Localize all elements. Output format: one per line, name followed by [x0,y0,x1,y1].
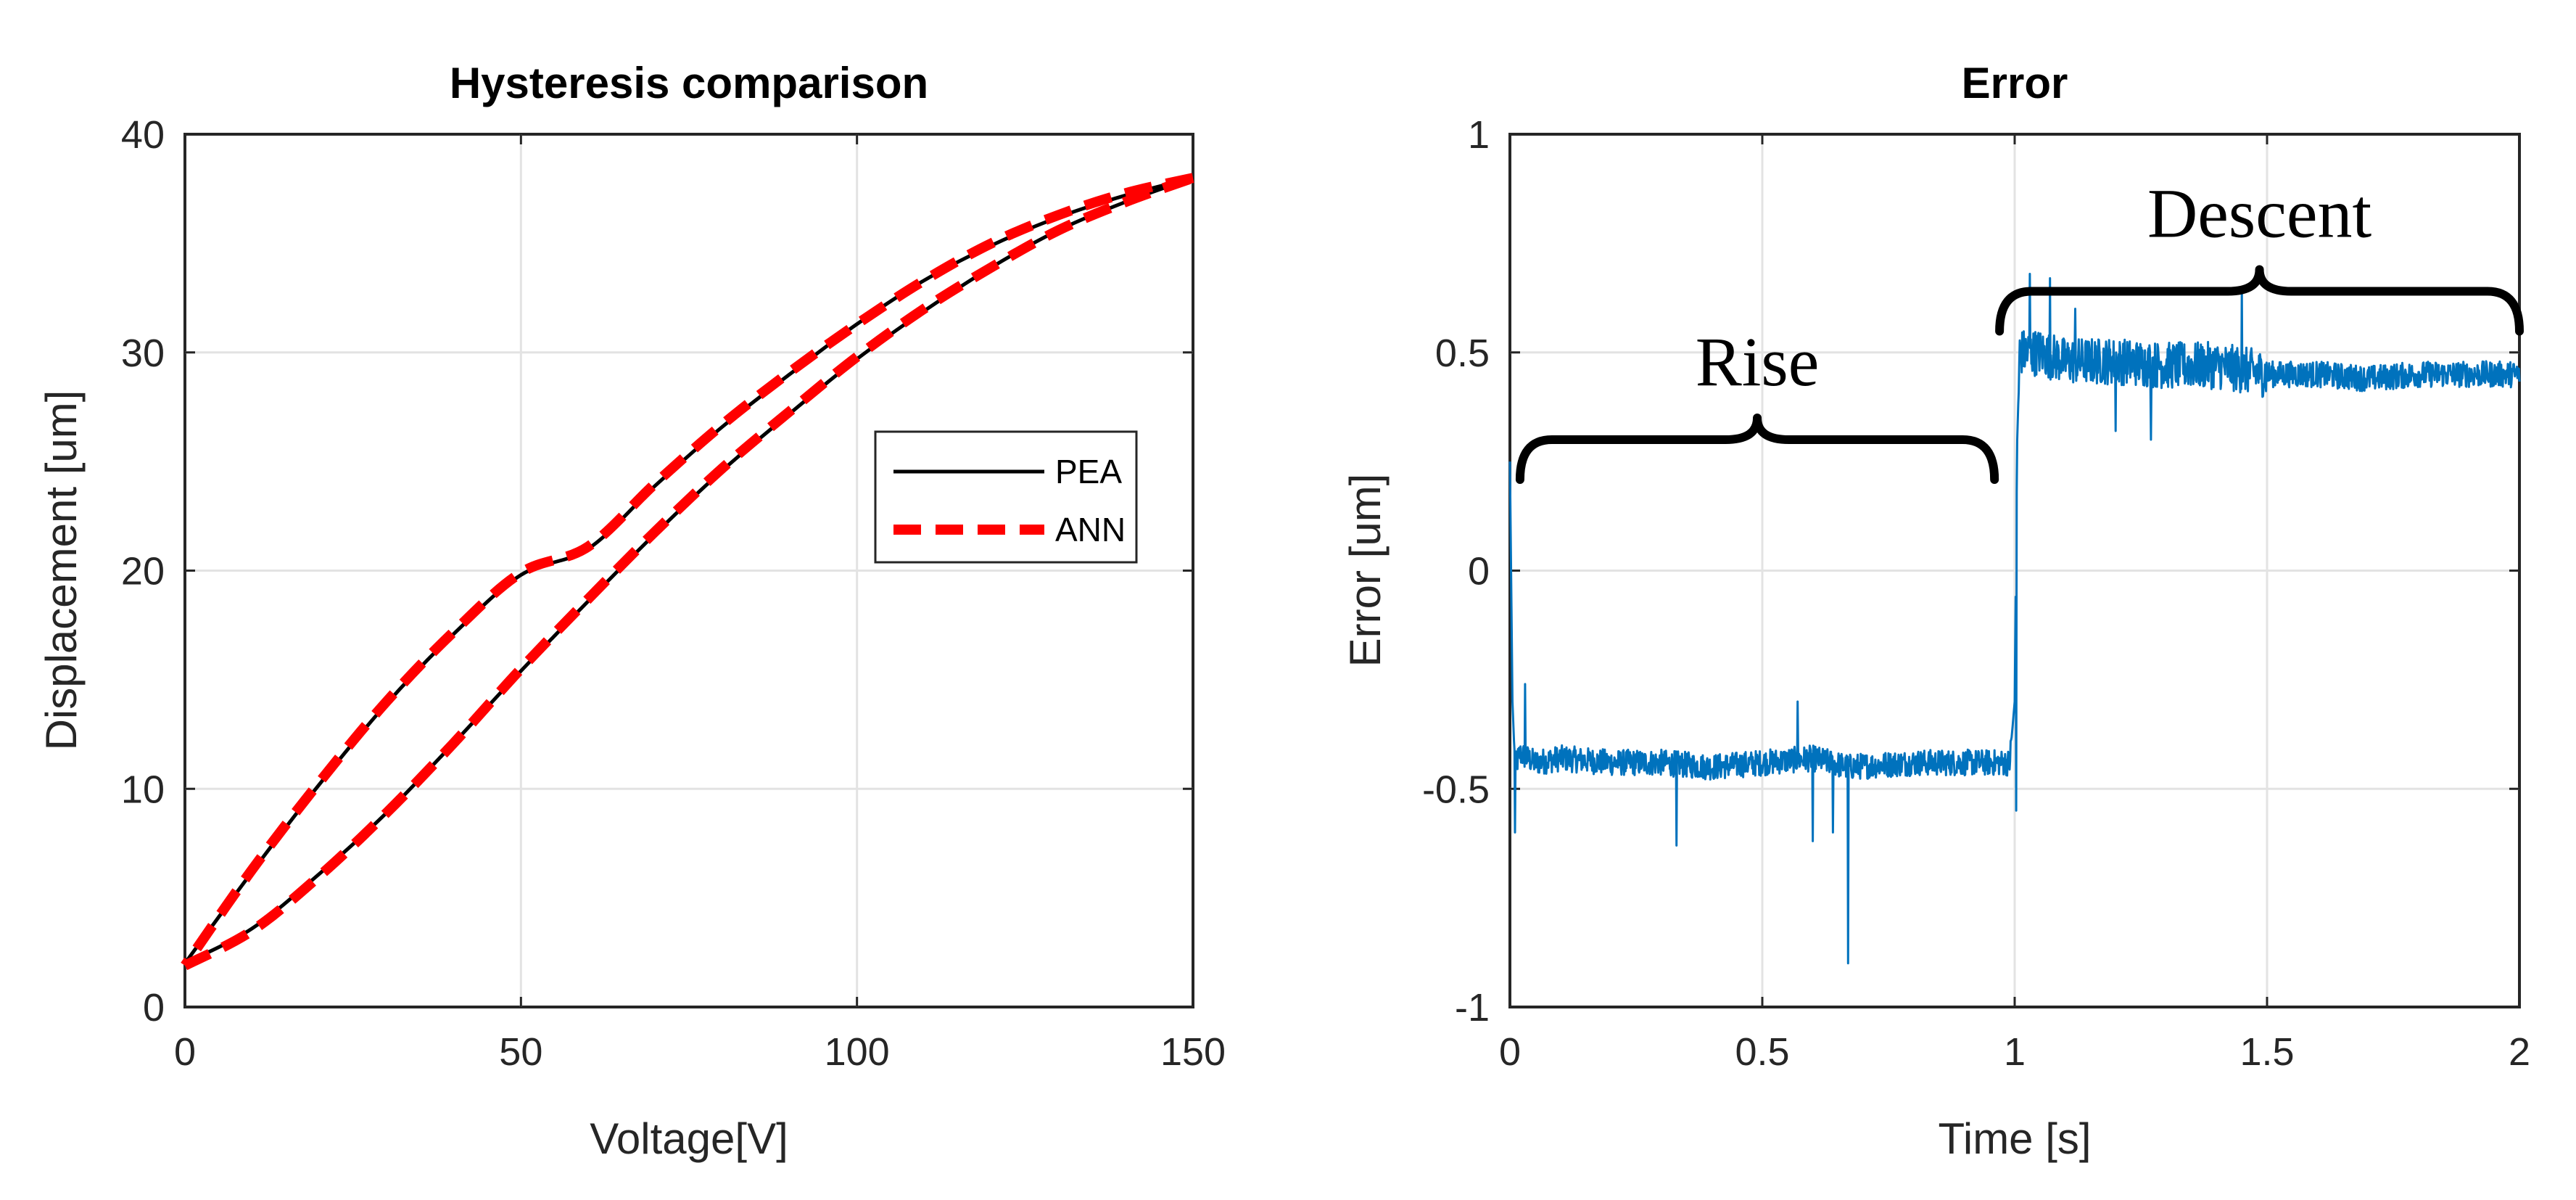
hysteresis-x-tick-label: 0 [174,1030,196,1074]
error-y-tick-label: 1 [1468,113,1490,157]
series-ann-descending [181,173,1194,969]
error-y-tick-label: -1 [1455,986,1490,1030]
error-x-axis-label: Time [s] [1938,1114,2091,1163]
hysteresis-chart: 0 50 100 150 0 10 20 30 40 Hysteresis comparison… [37,59,1226,1163]
hysteresis-y-tick-label: 10 [121,768,165,811]
descent-annotation: Descent [2147,175,2372,252]
hysteresis-title: Hysteresis comparison [450,59,928,107]
series-error [1508,273,2521,965]
hysteresis-y-tick-label: 40 [121,113,165,157]
error-y-axis-label: Error [um] [1341,474,1390,667]
error-x-tick-label: 1.5 [2239,1030,2294,1074]
error-x-tick-label: 2 [2509,1030,2530,1074]
error-chart: 0 0.5 1 1.5 2 -1 -0.5 0 0.5 1 Error Time [s] Erro… [1341,59,2530,1163]
legend-pea-label: PEA [1055,453,1122,490]
error-grid [1510,134,2519,1007]
hysteresis-ticks: 0 50 100 150 0 10 20 30 40 [121,113,1226,1074]
error-x-tick-label: 0 [1499,1030,1521,1074]
error-y-tick-label: 0.5 [1435,332,1490,375]
legend: PEA ANN [874,430,1138,564]
hysteresis-y-axis-label: Displacement [um] [37,390,86,751]
error-ticks: 0 0.5 1 1.5 2 -1 -0.5 0 0.5 1 [1422,113,2530,1074]
hysteresis-grid [185,134,1193,1007]
hysteresis-series [181,173,1195,971]
hysteresis-y-tick-label: 0 [143,986,165,1030]
hysteresis-x-tick-label: 50 [499,1030,542,1074]
error-annotations: Rise Descent [1515,175,2524,485]
hysteresis-y-tick-label: 30 [121,332,165,375]
rise-annotation: Rise [1696,323,1820,400]
rise-bracket [1515,414,1999,485]
error-title: Error [1962,59,2068,107]
error-y-tick-label: -0.5 [1422,768,1490,811]
hysteresis-x-tick-label: 100 [825,1030,890,1074]
error-x-tick-label: 0.5 [1735,1030,1789,1074]
error-x-tick-label: 1 [2004,1030,2026,1074]
hysteresis-y-tick-label: 20 [121,550,165,593]
hysteresis-x-tick-label: 150 [1160,1030,1226,1074]
descent-bracket [1995,265,2524,336]
error-series [1508,273,2521,965]
hysteresis-x-axis-label: Voltage[V] [590,1114,788,1163]
series-ann-ascending [182,173,1195,971]
error-y-tick-label: 0 [1468,550,1490,593]
legend-box [874,430,1138,564]
legend-ann-label: ANN [1055,511,1126,548]
